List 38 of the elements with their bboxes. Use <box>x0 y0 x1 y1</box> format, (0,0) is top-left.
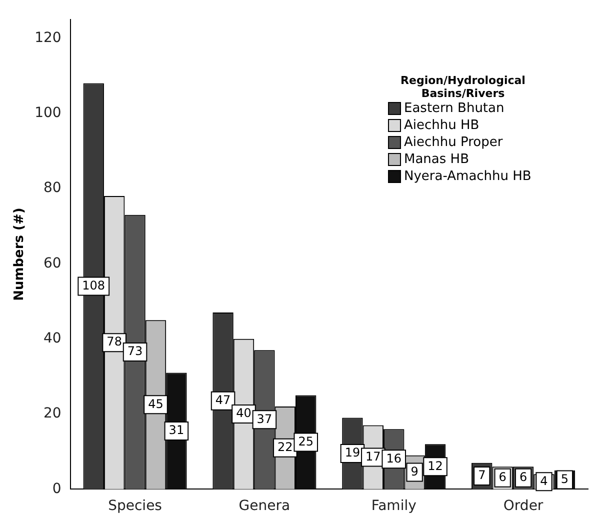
data-label: 45 <box>148 396 164 411</box>
data-label: 5 <box>560 472 569 486</box>
data-label: 22 <box>278 440 293 454</box>
data-label: 37 <box>256 412 272 426</box>
y-tick-label: 20 <box>43 406 62 422</box>
y-tick-label: 0 <box>52 480 62 497</box>
legend-title: Region/Hydrological Basins/Rivers <box>400 74 526 100</box>
data-label: 47 <box>215 393 231 408</box>
legend-label: Nyera-Amachhu HB <box>404 169 532 184</box>
x-tick-label: Genera <box>238 498 290 514</box>
data-label: 16 <box>386 451 402 466</box>
data-label: 7 <box>478 468 486 482</box>
y-tick-label: 100 <box>34 105 62 121</box>
y-axis-title: Numbers (#) <box>12 208 28 301</box>
y-tick-label: 120 <box>34 30 62 46</box>
data-label: 6 <box>498 470 506 484</box>
data-label: 17 <box>366 449 381 464</box>
data-label: 40 <box>236 406 252 420</box>
legend-label: Aiechhu Proper <box>404 135 503 150</box>
x-tick-label: Species <box>108 498 162 514</box>
data-label: 73 <box>127 344 143 358</box>
data-label: 31 <box>168 423 184 438</box>
legend-label: Manas HB <box>404 152 469 168</box>
y-tick-label: 60 <box>43 255 62 272</box>
data-label: 9 <box>410 464 418 478</box>
x-tick-label: Order <box>503 498 544 514</box>
legend-label: Eastern Bhutan <box>404 101 504 116</box>
x-tick-label: Family <box>371 498 416 514</box>
data-label: 78 <box>106 334 122 349</box>
data-label: 19 <box>344 446 360 460</box>
data-label: 108 <box>82 278 106 292</box>
data-label: 4 <box>540 474 548 488</box>
data-label: 25 <box>298 434 314 448</box>
data-label: 12 <box>428 458 443 473</box>
y-tick-label: 80 <box>43 180 62 196</box>
data-label: 6 <box>519 470 528 484</box>
legend-label: Aiechhu HB <box>404 118 480 134</box>
y-tick-label: 40 <box>43 330 62 347</box>
